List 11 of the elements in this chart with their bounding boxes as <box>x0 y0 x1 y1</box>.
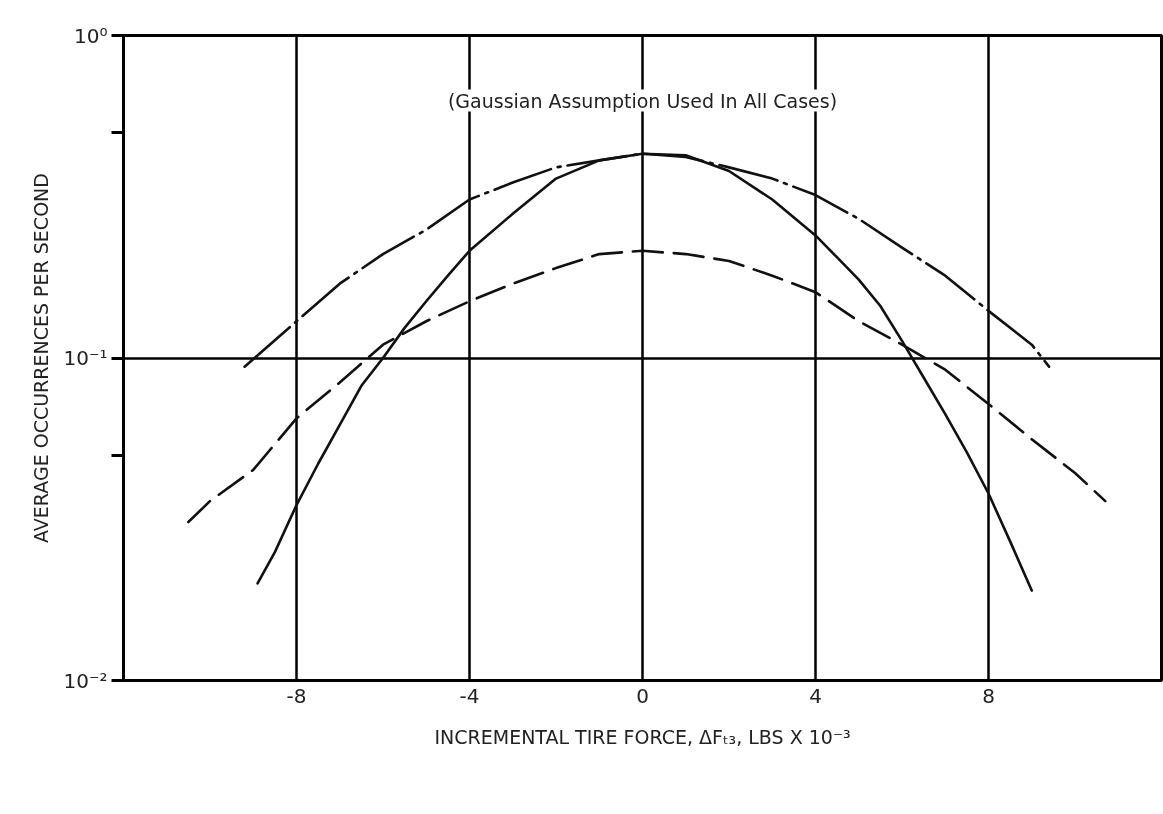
y-tick-label: 10⁻¹ <box>63 346 108 370</box>
x-tick-label: 0 <box>636 683 649 708</box>
x-tick-label: -8 <box>286 683 307 708</box>
y-tick-label: 10⁻² <box>63 668 108 693</box>
x-axis-title: INCREMENTAL TIRE FORCE, ΔFₜ₃, LBS X 10⁻³ <box>434 725 851 748</box>
x-tick-label: -4 <box>459 683 480 708</box>
y-axis-title: AVERAGE OCCURRENCES PER SECOND <box>30 173 53 543</box>
x-tick-label: 4 <box>809 683 822 708</box>
annotation: (Gaussian Assumption Used In All Cases) <box>447 89 838 112</box>
x-tick-label: 8 <box>982 683 995 708</box>
y-tick-label: 10⁰ <box>74 23 108 48</box>
